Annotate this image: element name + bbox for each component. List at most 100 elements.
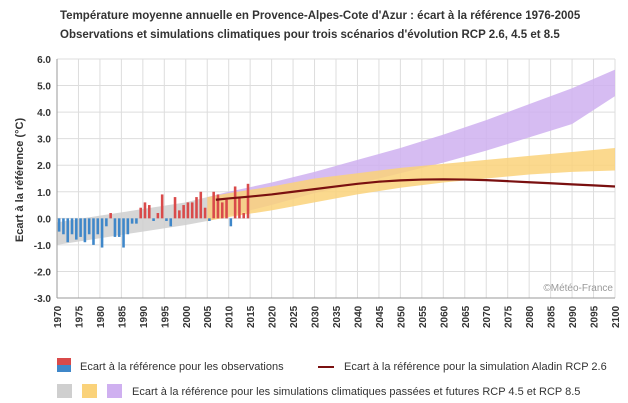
observation-bar (92, 218, 95, 245)
observation-bar (233, 186, 237, 219)
observation-bar (242, 213, 246, 219)
observation-bar (139, 207, 142, 219)
observation-bar (216, 194, 220, 219)
observation-bar (96, 218, 100, 235)
x-tick-labels: 1970 1975 1980 1985 1990 1995 2000 2005 2010 2015… (53, 305, 622, 328)
observation-bar (195, 197, 198, 219)
x-tick-label: 2060 (439, 305, 450, 328)
observation-bar (190, 202, 194, 219)
rcp45-band (207, 147, 615, 221)
x-tick-label: 2095 (590, 305, 601, 328)
observation-bar (143, 202, 147, 219)
observation-bar (126, 218, 130, 235)
observation-bar (122, 218, 125, 248)
x-tick-label: 2100 (611, 305, 622, 328)
observation-bar (75, 218, 78, 240)
legend-swatch-rcp85 (107, 384, 122, 398)
x-tick-label: 2010 (225, 305, 236, 328)
chart-title: Température moyenne annuelle en Provence… (60, 10, 581, 22)
observation-bar (62, 218, 65, 235)
x-tick-label: 2075 (504, 305, 515, 328)
y-tick-label: 2.0 (37, 161, 51, 172)
x-tick-label: 1995 (160, 305, 171, 328)
x-tick-label: 2000 (182, 305, 193, 328)
observation-bar (165, 218, 168, 221)
observation-bar (156, 213, 160, 219)
observation-bar (109, 213, 112, 219)
x-tick-label: 2070 (482, 305, 493, 328)
observation-bar (238, 197, 241, 219)
x-tick-label: 2030 (311, 305, 322, 328)
observation-bar (87, 218, 91, 235)
axes (56, 59, 615, 299)
observation-bar (147, 205, 151, 219)
observation-bar (173, 197, 177, 219)
x-tick-label: 2015 (246, 305, 257, 328)
x-tick-label: 2020 (268, 305, 279, 328)
observation-bar (70, 218, 74, 235)
observation-bar (135, 218, 138, 224)
x-tick-label: 2065 (461, 305, 472, 328)
x-tick-label: 1980 (96, 305, 107, 328)
x-tick-label: 2005 (203, 305, 214, 328)
legend-simulations: Ecart à la référence pour les simulation… (132, 386, 581, 398)
y-tick-label: 5.0 (37, 82, 51, 93)
observation-bar (117, 218, 121, 237)
x-tick-label: 2040 (353, 305, 364, 328)
y-tick-label: -3.0 (34, 294, 52, 305)
legend-aladin: Ecart à la référence pour la simulation … (344, 361, 607, 373)
watermark: ©Météo-France (543, 283, 613, 294)
observation-bar (130, 218, 134, 224)
observation-bar (203, 207, 207, 219)
observation-bar (182, 205, 185, 219)
y-axis-label: Ecart à la référence (°C) (14, 118, 26, 243)
observation-bar (83, 218, 87, 243)
legend-observations: Ecart à la référence pour les observatio… (80, 361, 284, 373)
x-tick-label: 2025 (289, 305, 300, 328)
x-tick-label: 2035 (332, 305, 343, 328)
y-tick-label: 6.0 (37, 55, 51, 66)
observation-bar (229, 218, 233, 227)
legend-swatch-historical (57, 384, 72, 398)
observation-bar (199, 191, 203, 219)
observation-bar (178, 210, 181, 219)
observation-bar (57, 218, 61, 232)
observation-bar (105, 218, 108, 227)
observation-bar (212, 191, 215, 219)
y-tick-labels: -3.0 -2.0 -1.0 0.0 1.0 2.0 3.0 4.0 5.0 6.0 (34, 55, 52, 305)
observation-bars (57, 183, 250, 248)
legend-swatch-observations (57, 358, 71, 372)
y-tick-label: 4.0 (37, 108, 51, 119)
observation-bar (100, 218, 104, 248)
x-tick-label: 2045 (375, 305, 386, 328)
observation-bar (152, 218, 155, 221)
y-tick-label: -1.0 (34, 241, 52, 252)
x-tick-label: 1970 (53, 305, 64, 328)
observation-bar (66, 218, 70, 243)
observation-bar (220, 202, 224, 219)
legend-swatch-aladin (318, 366, 334, 368)
x-tick-label: 1985 (117, 305, 128, 328)
x-tick-label: 1975 (74, 305, 85, 328)
aladin-rcp26-line (215, 178, 616, 201)
observation-bar (186, 202, 190, 219)
y-tick-label: 3.0 (37, 135, 51, 146)
observation-bar (246, 183, 250, 219)
y-tick-label: 1.0 (37, 188, 51, 199)
observation-bar (208, 218, 211, 221)
legend-swatch-rcp45 (82, 384, 97, 398)
observation-bar (79, 218, 82, 237)
x-tick-label: 2085 (547, 305, 558, 328)
y-tick-label: 0.0 (37, 214, 51, 225)
observation-bar (169, 218, 173, 227)
x-tick-label: 2080 (525, 305, 536, 328)
y-tick-label: -2.0 (34, 267, 52, 278)
x-tick-label: 2090 (568, 305, 579, 328)
x-tick-label: 1990 (139, 305, 150, 328)
observation-bar (225, 199, 228, 219)
aladin-line (215, 178, 616, 201)
observation-bar (160, 194, 164, 219)
x-tick-label: 2055 (418, 305, 429, 328)
chart-subtitle: Observations et simulations climatiques … (60, 29, 560, 41)
